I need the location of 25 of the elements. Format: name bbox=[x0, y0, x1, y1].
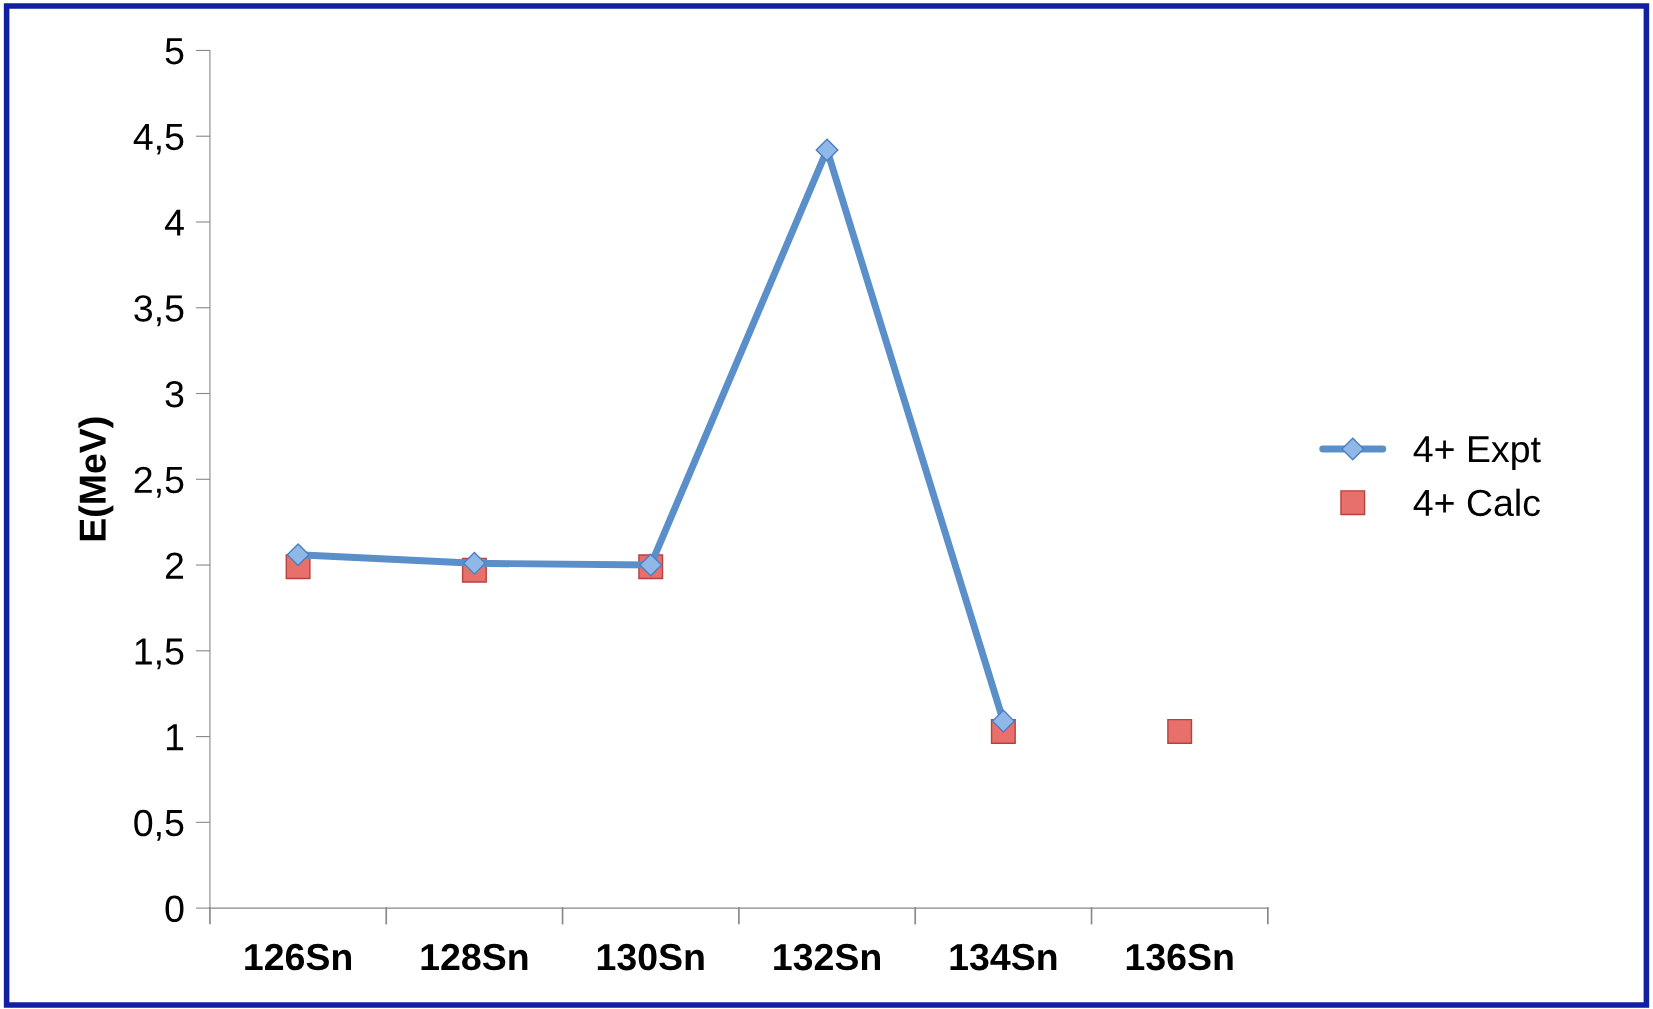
point bbox=[286, 543, 310, 567]
y-tick-label: 3,5 bbox=[134, 295, 184, 327]
x-tick-label: 136Sn bbox=[1126, 943, 1233, 971]
x-tick-label: 134Sn bbox=[950, 943, 1057, 971]
y-axis-title: E(MeV) bbox=[78, 417, 114, 541]
y-tick-label: 2 bbox=[165, 552, 184, 579]
legend-label: 4+ Expt bbox=[1413, 436, 1541, 470]
y-tick-label: 0 bbox=[165, 895, 184, 923]
x-tick-label: 132Sn bbox=[774, 943, 880, 971]
legend-label: 4+ Calc bbox=[1413, 488, 1540, 517]
x-tick-label: 128Sn bbox=[421, 943, 528, 971]
y-tick-label: 2,5 bbox=[134, 466, 184, 498]
y-tick-label: 1 bbox=[166, 724, 184, 751]
x-tick-label: 130Sn bbox=[597, 943, 704, 971]
y-tick-label: 4,5 bbox=[133, 124, 184, 155]
point bbox=[1167, 718, 1193, 744]
y-tick-label: 4 bbox=[164, 209, 184, 236]
y-tick-label: 5 bbox=[165, 38, 184, 65]
x-tick-label: 126Sn bbox=[245, 943, 352, 971]
point bbox=[991, 709, 1015, 733]
y-tick-label: 0,5 bbox=[134, 809, 184, 841]
y-tick-label: 3 bbox=[165, 380, 184, 408]
point bbox=[815, 138, 839, 162]
y-tick-label: 1,5 bbox=[135, 638, 184, 670]
point bbox=[462, 551, 486, 575]
